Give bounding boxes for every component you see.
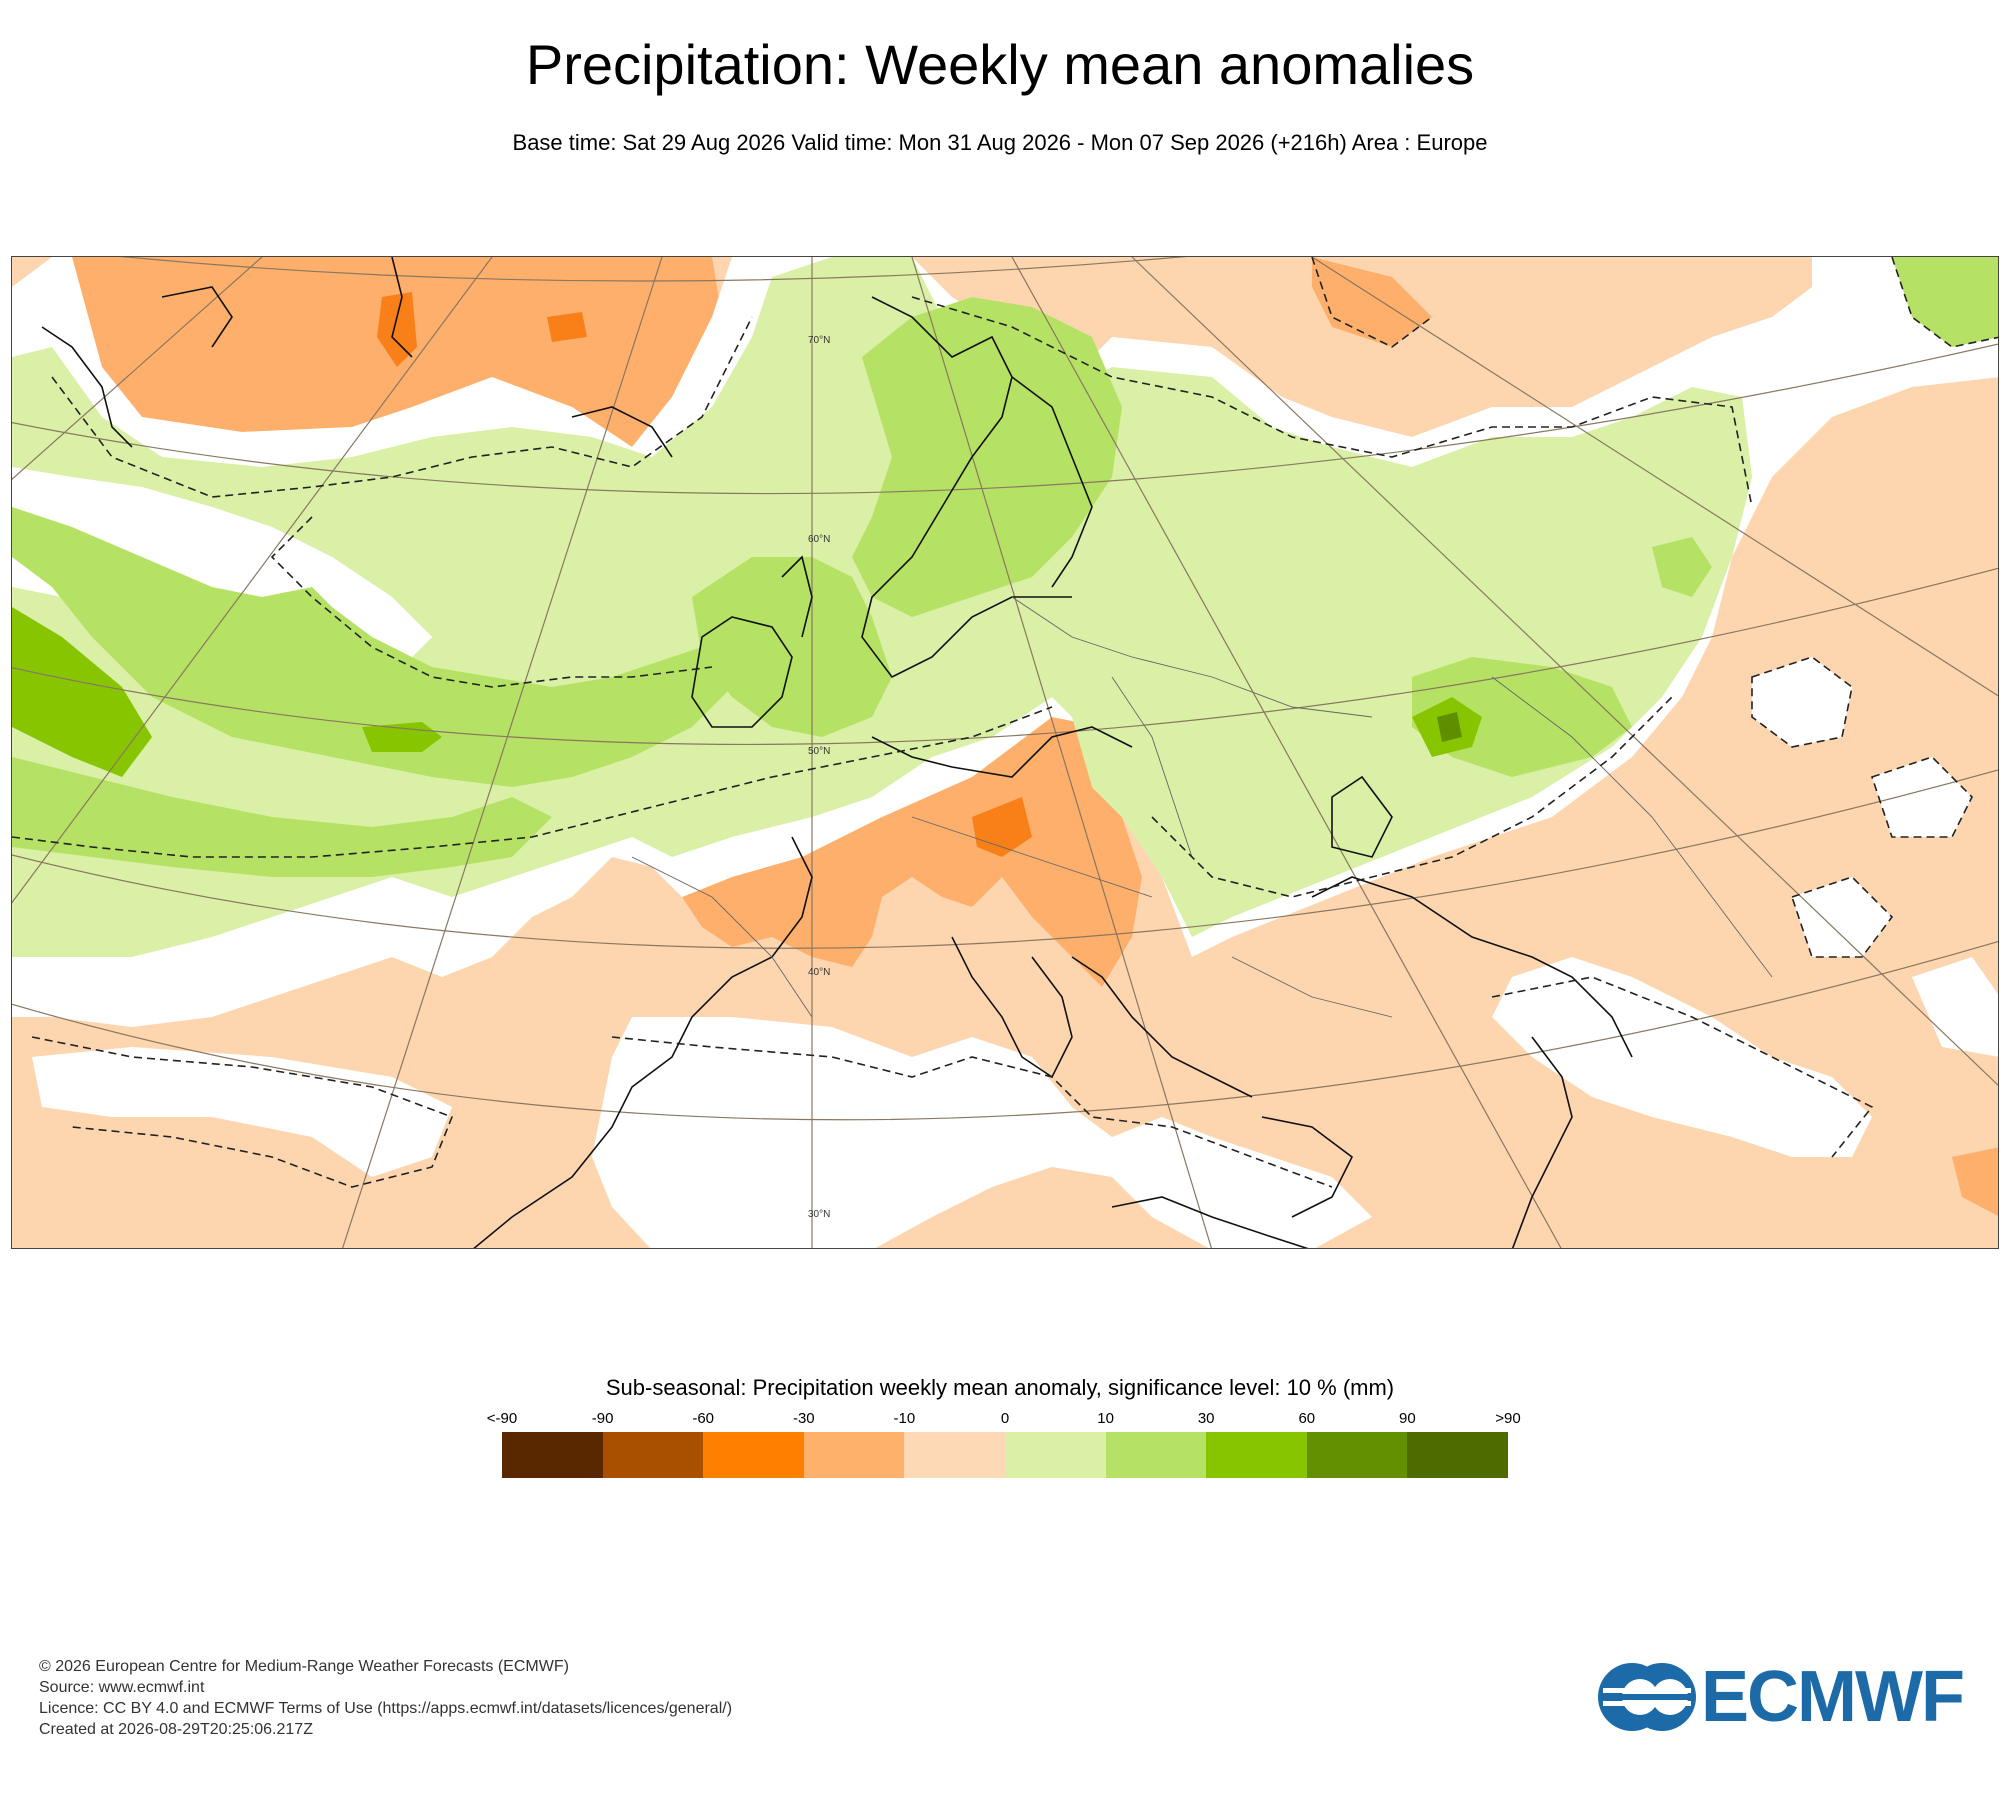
ecmwf-logo-text: ECMWF <box>1701 1657 1965 1737</box>
significance-contours <box>12 257 1998 1188</box>
anomaly-dry-arctic-russia <box>1312 257 1432 347</box>
anomaly-wet-strong-atlantic-west <box>12 607 152 777</box>
anomaly-wet-light-atlantic <box>12 257 1752 957</box>
lat-label-50n: 50°N <box>808 746 830 757</box>
anomaly-wet-moderate-british-isles <box>692 557 892 737</box>
ecmwf-logo: ECMWF <box>1595 1657 1975 1737</box>
lat-label-70n: 70°N <box>808 335 830 346</box>
footer-copyright: © 2026 European Centre for Medium-Range … <box>39 1658 569 1675</box>
legend-tick: -90 <box>591 1410 614 1427</box>
legend-colorbar <box>502 1432 1508 1478</box>
legend-ticks: <-90 -90 -60 -30 -10 0 10 30 60 90 >90 <box>487 1410 1521 1430</box>
chart-subtitle: Base time: Sat 29 Aug 2026 Valid time: M… <box>512 130 1488 155</box>
neutral-east-patches <box>1752 657 1998 1057</box>
neutral-north-africa <box>32 1047 452 1177</box>
legend-tick: 60 <box>1298 1410 1316 1427</box>
coastlines <box>41 257 1633 1248</box>
neutral-middle-east <box>1492 957 1872 1157</box>
chart-title: Precipitation: Weekly mean anomalies <box>525 33 1475 96</box>
legend-title: Sub-seasonal: Precipitation weekly mean … <box>605 1375 1395 1400</box>
legend-tick: 90 <box>1399 1410 1416 1427</box>
anomaly-wet-strong-atlantic-mid <box>362 722 442 752</box>
legend-tick: -60 <box>692 1410 715 1427</box>
anomaly-dry-se <box>1952 1147 1998 1216</box>
map-canvas: 70°N 60°N 50°N 40°N 30°N <box>12 257 1998 1248</box>
graticule <box>12 257 1998 1248</box>
legend-tick: >90 <box>1495 1410 1521 1427</box>
lat-label-30n: 30°N <box>808 1209 830 1220</box>
legend-color-swatch <box>1306 1432 1408 1478</box>
anomaly-wet-moderate-russia <box>1412 537 1712 777</box>
legend-color-swatch <box>1004 1432 1106 1478</box>
legend-tick: 0 <box>1000 1410 1010 1427</box>
footer-created: Created at 2026-08-29T20:25:06.217Z <box>39 1721 313 1738</box>
lat-label-40n: 40°N <box>808 967 830 978</box>
anomaly-wet-moderate-urals <box>1892 257 1998 347</box>
neutral-mediterranean <box>592 1017 1372 1248</box>
legend-tick: 10 <box>1097 1410 1114 1427</box>
ecmwf-logo-icon <box>1598 1663 1696 1731</box>
country-borders <box>631 596 1773 1018</box>
legend-tick: 30 <box>1197 1410 1215 1427</box>
anomaly-dry-alps <box>682 717 1142 987</box>
legend-tick: -10 <box>893 1410 916 1427</box>
anomaly-map: 70°N 60°N 50°N 40°N 30°N <box>11 256 1999 1249</box>
anomaly-wet-moderate-atlantic <box>12 507 752 877</box>
footer-licence: Licence: CC BY 4.0 and ECMWF Terms of Us… <box>39 1700 733 1717</box>
legend-color-swatch <box>602 1432 704 1478</box>
footer-credits: © 2026 European Centre for Medium-Range … <box>39 1656 732 1740</box>
legend-color-swatch <box>1407 1432 1508 1478</box>
legend-tick: -30 <box>792 1410 815 1427</box>
legend-color-swatch <box>904 1432 1005 1478</box>
anomaly-wet-very-strong-ukraine <box>1437 712 1462 742</box>
legend-color-swatch <box>1105 1432 1207 1478</box>
legend-color-swatch <box>1206 1432 1307 1478</box>
legend-color-swatch <box>703 1432 804 1478</box>
footer-source: Source: www.ecmwf.int <box>39 1679 205 1696</box>
legend-color-swatch <box>803 1432 905 1478</box>
anomaly-dry-greenland-strong <box>377 292 587 367</box>
lat-label-60n: 60°N <box>808 534 830 545</box>
legend-color-swatch <box>502 1432 603 1478</box>
legend-tick: <-90 <box>486 1410 518 1427</box>
anomaly-wet-moderate-scandinavia <box>852 297 1122 617</box>
